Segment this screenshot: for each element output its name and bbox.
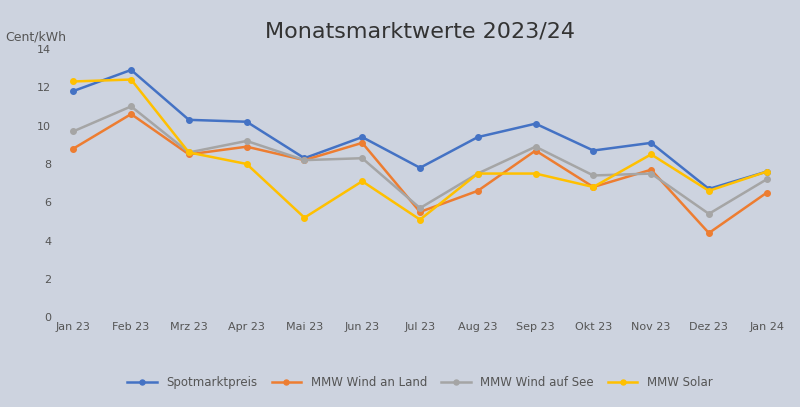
Spotmarktpreis [646, 140, 656, 145]
MMW Wind an Land [242, 144, 251, 149]
MMW Wind auf See [646, 171, 656, 176]
Line: MMW Solar: MMW Solar [70, 77, 770, 222]
MMW Wind an Land [184, 152, 194, 157]
Legend: Spotmarktpreis, MMW Wind an Land, MMW Wind auf See, MMW Solar: Spotmarktpreis, MMW Wind an Land, MMW Wi… [122, 372, 718, 394]
Spotmarktpreis [69, 89, 78, 94]
MMW Solar [300, 215, 310, 220]
MMW Wind an Land [646, 167, 656, 172]
MMW Wind auf See [358, 156, 367, 161]
Spotmarktpreis [358, 135, 367, 140]
MMW Solar [184, 150, 194, 155]
Spotmarktpreis [762, 169, 771, 174]
Spotmarktpreis [704, 186, 714, 191]
Spotmarktpreis [242, 119, 251, 124]
MMW Solar [126, 77, 136, 82]
Text: Cent/kWh: Cent/kWh [5, 31, 66, 44]
MMW Solar [242, 162, 251, 166]
MMW Wind auf See [300, 158, 310, 162]
MMW Solar [473, 171, 482, 176]
MMW Solar [530, 171, 540, 176]
MMW Wind an Land [473, 188, 482, 193]
Line: MMW Wind an Land: MMW Wind an Land [70, 111, 770, 236]
MMW Solar [415, 217, 425, 222]
MMW Wind auf See [184, 150, 194, 155]
MMW Wind auf See [704, 211, 714, 216]
MMW Solar [646, 152, 656, 157]
MMW Wind auf See [126, 104, 136, 109]
MMW Wind auf See [589, 173, 598, 178]
MMW Wind an Land [69, 146, 78, 151]
Spotmarktpreis [415, 165, 425, 170]
MMW Wind auf See [69, 129, 78, 134]
Spotmarktpreis [184, 117, 194, 122]
MMW Solar [704, 188, 714, 193]
MMW Wind an Land [415, 210, 425, 214]
MMW Wind auf See [762, 177, 771, 182]
Line: MMW Wind auf See: MMW Wind auf See [70, 104, 770, 217]
MMW Solar [762, 169, 771, 174]
MMW Wind an Land [530, 148, 540, 153]
Line: Spotmarktpreis: Spotmarktpreis [70, 67, 770, 192]
MMW Wind an Land [358, 140, 367, 145]
Spotmarktpreis [530, 121, 540, 126]
MMW Wind auf See [530, 144, 540, 149]
Title: Monatsmarktwerte 2023/24: Monatsmarktwerte 2023/24 [265, 22, 575, 42]
Spotmarktpreis [589, 148, 598, 153]
MMW Wind auf See [242, 138, 251, 143]
MMW Solar [589, 184, 598, 189]
Spotmarktpreis [473, 135, 482, 140]
MMW Wind auf See [473, 171, 482, 176]
MMW Wind an Land [762, 190, 771, 195]
MMW Wind an Land [126, 112, 136, 116]
MMW Wind an Land [300, 158, 310, 162]
Spotmarktpreis [126, 68, 136, 72]
MMW Solar [358, 179, 367, 184]
MMW Wind an Land [704, 231, 714, 236]
MMW Wind auf See [415, 206, 425, 210]
MMW Solar [69, 79, 78, 84]
MMW Wind an Land [589, 184, 598, 189]
Spotmarktpreis [300, 156, 310, 161]
